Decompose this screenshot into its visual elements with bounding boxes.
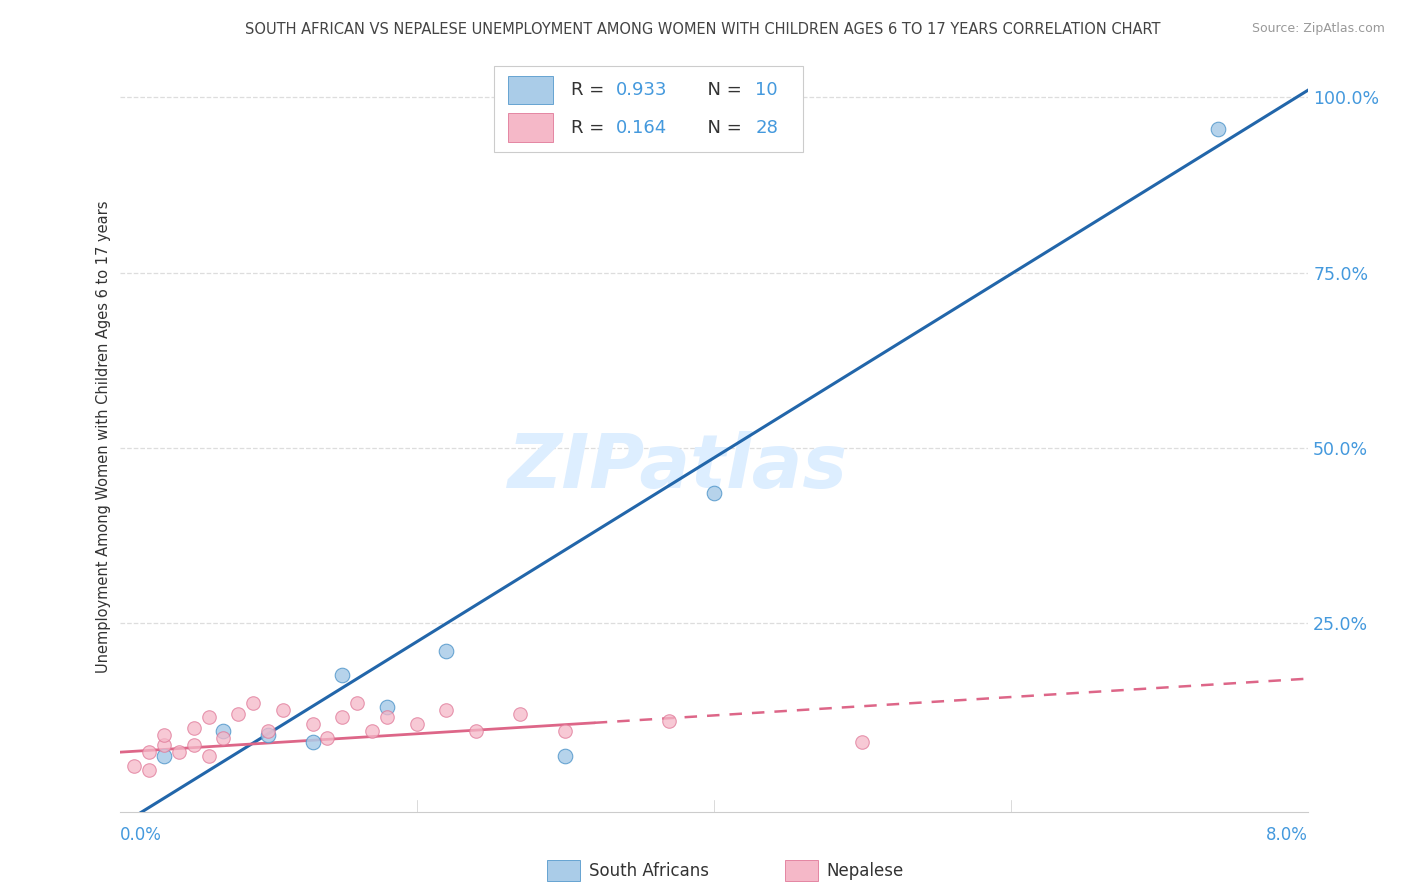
Point xyxy=(1208,122,1230,136)
Text: N =: N = xyxy=(696,81,747,99)
Point xyxy=(167,745,190,759)
Text: R =: R = xyxy=(571,119,610,136)
Point xyxy=(434,703,457,717)
FancyBboxPatch shape xyxy=(494,66,803,153)
Point xyxy=(658,714,681,728)
Point xyxy=(228,706,250,721)
Point xyxy=(361,724,384,739)
Point xyxy=(257,728,280,742)
Point xyxy=(554,748,576,763)
Text: 8.0%: 8.0% xyxy=(1265,826,1308,844)
Point xyxy=(153,748,176,763)
Point xyxy=(153,738,176,752)
Point xyxy=(183,721,205,735)
Text: Source: ZipAtlas.com: Source: ZipAtlas.com xyxy=(1251,22,1385,36)
Text: 10: 10 xyxy=(755,81,778,99)
Point xyxy=(405,717,427,731)
Point xyxy=(316,731,339,746)
Point xyxy=(153,728,176,742)
Point xyxy=(330,710,353,724)
Bar xyxy=(508,76,553,104)
Text: Nepalese: Nepalese xyxy=(827,862,904,880)
Point xyxy=(183,738,205,752)
Text: 0.933: 0.933 xyxy=(616,81,668,99)
Text: ZIPatlas: ZIPatlas xyxy=(508,431,848,504)
Point xyxy=(197,748,219,763)
Text: 28: 28 xyxy=(755,119,778,136)
Point xyxy=(375,699,398,714)
Point xyxy=(301,717,323,731)
Point xyxy=(702,486,725,500)
Point xyxy=(257,724,280,739)
Text: 0.164: 0.164 xyxy=(616,119,668,136)
Point xyxy=(375,710,398,724)
Point xyxy=(197,710,219,724)
Text: N =: N = xyxy=(696,119,747,136)
Point xyxy=(346,696,368,710)
Point xyxy=(434,643,457,657)
Text: SOUTH AFRICAN VS NEPALESE UNEMPLOYMENT AMONG WOMEN WITH CHILDREN AGES 6 TO 17 YE: SOUTH AFRICAN VS NEPALESE UNEMPLOYMENT A… xyxy=(245,22,1161,37)
Point xyxy=(464,724,488,739)
Point xyxy=(851,734,873,748)
Point xyxy=(509,706,531,721)
Point xyxy=(212,724,235,739)
Point xyxy=(138,763,160,777)
Point xyxy=(212,731,235,746)
Bar xyxy=(508,113,553,142)
Bar xyxy=(785,861,818,881)
Point xyxy=(301,734,323,748)
Point xyxy=(242,696,264,710)
Point xyxy=(124,759,146,773)
Point xyxy=(554,724,576,739)
Point xyxy=(138,745,160,759)
Y-axis label: Unemployment Among Women with Children Ages 6 to 17 years: Unemployment Among Women with Children A… xyxy=(96,201,111,673)
Text: 0.0%: 0.0% xyxy=(120,826,162,844)
Text: South Africans: South Africans xyxy=(589,862,709,880)
Point xyxy=(330,668,353,682)
Point xyxy=(271,703,294,717)
Text: R =: R = xyxy=(571,81,610,99)
Bar xyxy=(547,861,581,881)
